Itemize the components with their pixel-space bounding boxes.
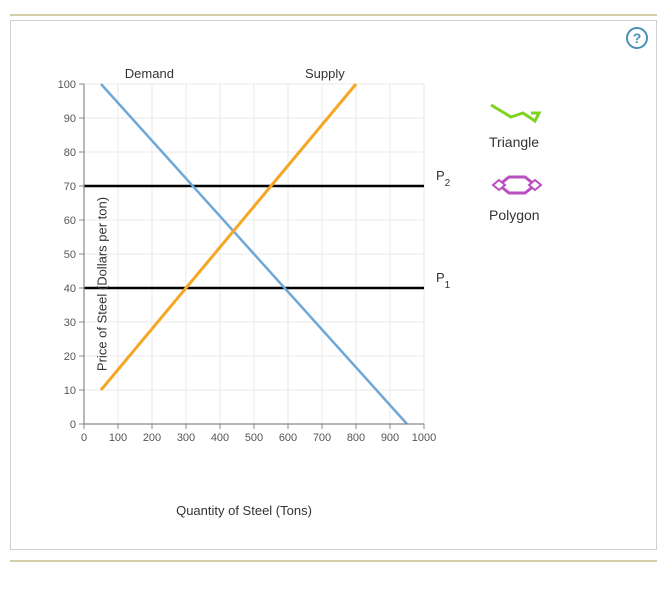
svg-text:40: 40 — [64, 283, 76, 295]
svg-text:1000: 1000 — [412, 432, 436, 444]
top-divider — [10, 14, 657, 16]
svg-text:20: 20 — [64, 351, 76, 363]
svg-text:700: 700 — [313, 432, 331, 444]
x-axis-label: Quantity of Steel (Tons) — [29, 503, 459, 518]
svg-text:Demand: Demand — [125, 69, 174, 81]
svg-text:0: 0 — [81, 432, 87, 444]
help-button[interactable]: ? — [626, 27, 648, 49]
polygon-tool-icon[interactable] — [489, 172, 543, 201]
svg-text:900: 900 — [381, 432, 399, 444]
svg-text:600: 600 — [279, 432, 297, 444]
svg-text:300: 300 — [177, 432, 195, 444]
content-row: Price of Steel (Dollars per ton) 0100200… — [19, 29, 648, 509]
triangle-tool-label: Triangle — [489, 134, 543, 150]
svg-text:50: 50 — [64, 249, 76, 261]
svg-text:400: 400 — [211, 432, 229, 444]
svg-text:200: 200 — [143, 432, 161, 444]
tool-legend: Triangle Polygon — [459, 69, 543, 499]
y-axis-label: Price of Steel (Dollars per ton) — [95, 197, 110, 371]
triangle-tool-icon[interactable] — [489, 99, 543, 128]
svg-text:70: 70 — [64, 181, 76, 193]
bottom-divider — [10, 560, 657, 562]
svg-text:10: 10 — [64, 385, 76, 397]
svg-text:80: 80 — [64, 147, 76, 159]
chart-container: Price of Steel (Dollars per ton) 0100200… — [29, 69, 459, 499]
supply-demand-chart: 0 100 200 300 400 500 600 700 800 900 1000 0 10 20 30 4… — [29, 69, 459, 499]
svg-text:60: 60 — [64, 215, 76, 227]
svg-text:30: 30 — [64, 317, 76, 329]
polygon-tool-label: Polygon — [489, 207, 543, 223]
svg-text:100: 100 — [109, 432, 127, 444]
svg-text:P1: P1 — [436, 270, 451, 291]
svg-text:800: 800 — [347, 432, 365, 444]
svg-text:100: 100 — [58, 79, 76, 91]
chart-panel: ? Price of Steel (Dollars per ton) 01002… — [10, 20, 657, 550]
svg-text:90: 90 — [64, 113, 76, 125]
svg-text:P2: P2 — [436, 168, 451, 189]
svg-text:Supply: Supply — [305, 69, 345, 81]
svg-text:500: 500 — [245, 432, 263, 444]
svg-text:0: 0 — [70, 419, 76, 431]
